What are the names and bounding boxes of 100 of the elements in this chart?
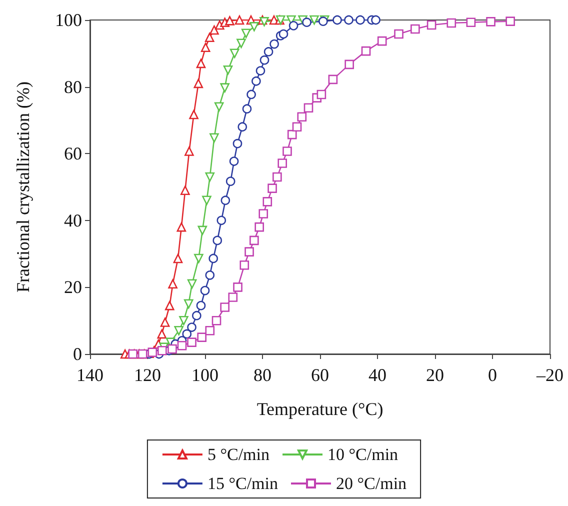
point	[205, 326, 215, 336]
x-tick-label: 0	[488, 365, 497, 385]
point	[410, 24, 420, 34]
point	[250, 22, 259, 32]
point	[205, 270, 215, 280]
point	[220, 83, 230, 92]
point	[282, 146, 292, 156]
point	[278, 158, 287, 168]
point	[250, 236, 259, 246]
y-tick-label: 40	[64, 210, 82, 230]
point	[310, 15, 319, 25]
point	[187, 322, 196, 332]
point	[270, 39, 279, 49]
point	[220, 196, 230, 206]
point	[210, 25, 219, 35]
point	[262, 197, 272, 206]
point	[356, 15, 365, 25]
point	[179, 316, 188, 326]
y-axis-title: Fractional crystallization (%)	[13, 82, 33, 292]
point	[194, 254, 204, 264]
point	[394, 29, 404, 39]
point	[192, 310, 202, 320]
point	[204, 32, 214, 42]
point	[208, 254, 218, 264]
point	[328, 74, 338, 84]
point	[264, 47, 274, 56]
y-tick-label: 80	[64, 76, 82, 97]
point	[226, 176, 236, 186]
point	[292, 122, 302, 132]
point	[197, 332, 206, 342]
y-tick-label: 60	[64, 144, 82, 164]
point	[232, 138, 242, 148]
point	[205, 172, 215, 182]
point	[304, 103, 314, 112]
point	[202, 196, 212, 206]
point	[230, 48, 240, 58]
point	[198, 226, 208, 236]
point	[278, 29, 288, 39]
x-tick-label: 20	[426, 365, 444, 385]
point	[184, 146, 194, 156]
point	[216, 216, 226, 226]
point	[214, 102, 224, 112]
point	[238, 122, 248, 132]
point	[268, 184, 277, 193]
point	[174, 326, 184, 336]
x-tick-label: 40	[368, 365, 386, 385]
legend-label: 15 °C/min	[207, 474, 278, 493]
legend-label: 20 °C/min	[336, 474, 408, 493]
point	[196, 58, 206, 68]
point	[256, 66, 266, 76]
point	[220, 302, 230, 312]
point	[377, 36, 387, 46]
point	[244, 247, 254, 256]
point	[446, 18, 456, 28]
point	[187, 279, 197, 289]
point	[194, 78, 204, 88]
point	[234, 15, 244, 25]
point	[168, 279, 178, 289]
point	[229, 156, 239, 166]
point	[344, 15, 354, 25]
point	[240, 260, 250, 270]
x-tick-label: 60	[311, 365, 329, 385]
point	[233, 282, 242, 292]
x-tick-label: –20	[536, 365, 564, 385]
point	[212, 236, 222, 246]
legend-label: 5 °C/min	[207, 445, 270, 464]
point	[344, 60, 354, 70]
point	[258, 209, 268, 218]
point	[288, 21, 298, 30]
point	[426, 20, 436, 30]
point	[236, 38, 246, 48]
point	[241, 28, 251, 38]
x-tick-label: 80	[254, 365, 272, 385]
point	[184, 299, 194, 309]
point	[466, 18, 476, 27]
point	[228, 292, 238, 302]
point	[371, 15, 380, 25]
point	[164, 300, 174, 310]
point	[287, 130, 297, 140]
point	[180, 186, 190, 195]
point	[168, 344, 177, 354]
point	[210, 133, 219, 143]
point	[260, 55, 270, 65]
point	[246, 90, 256, 100]
point	[302, 18, 312, 27]
point	[506, 16, 515, 26]
point	[187, 338, 196, 347]
y-tick-label: 0	[73, 344, 82, 364]
y-tick-label: 20	[64, 277, 82, 298]
point	[252, 76, 261, 86]
point	[272, 172, 282, 182]
point	[196, 300, 206, 310]
point	[223, 65, 233, 75]
x-tick-label: 100	[192, 365, 218, 385]
point	[157, 329, 167, 339]
y-tick-label: 100	[55, 10, 82, 30]
x-tick-label: 140	[76, 365, 104, 385]
x-axis-title: Temperature (°C)	[256, 399, 384, 419]
point	[177, 341, 187, 350]
point	[254, 222, 264, 232]
